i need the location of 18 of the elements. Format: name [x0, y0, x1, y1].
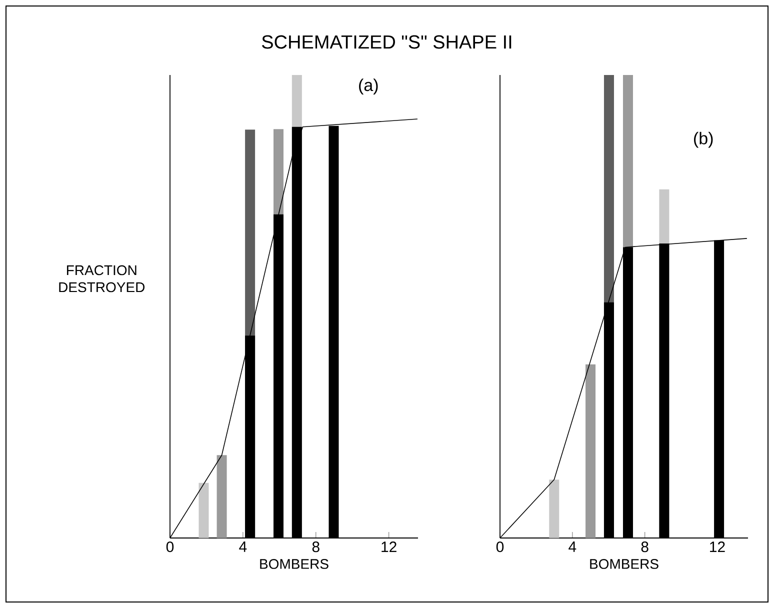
x-tick-label: 0	[166, 542, 174, 552]
x-tick-label: 0	[496, 542, 504, 552]
text: (b)	[694, 132, 713, 148]
x-tick-label: 4	[239, 542, 247, 552]
chart-title: SCHEMATIZED "S" SHAPE II	[262, 35, 512, 49]
chart-subtitle: (a)	[359, 78, 378, 94]
bar	[586, 364, 596, 538]
x-axis-title: BOMBERS	[590, 559, 658, 569]
x-tick-label: 12	[382, 542, 396, 552]
x-tick-label: 8	[312, 542, 320, 552]
bar	[549, 480, 560, 538]
x-axis-title: BOMBERS	[260, 559, 328, 569]
bar	[198, 482, 209, 538]
x-tick-label: 8	[641, 542, 648, 552]
bar	[216, 455, 227, 538]
y-axis-title: FRACTION DESTROYED	[59, 265, 145, 292]
x-tick-label: 4	[568, 542, 576, 552]
x-tick-label: 12	[710, 542, 725, 552]
